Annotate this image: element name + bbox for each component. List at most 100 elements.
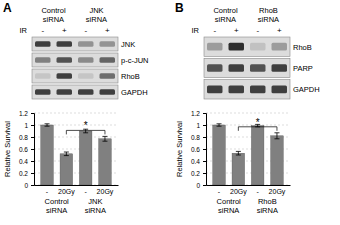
y-tick-label: 0 xyxy=(196,182,200,189)
blot-band xyxy=(250,64,265,72)
treatment-label: IR xyxy=(20,26,28,35)
x-tick: - xyxy=(46,185,49,195)
y-tick-label: 0.8 xyxy=(19,134,28,141)
lane-sign: + xyxy=(105,26,110,35)
panel: AControlsiRNAJNKsiRNAIR-+-+JNKp-c-JUNRho… xyxy=(3,1,149,99)
error-bar xyxy=(274,133,279,139)
y-tick: 0.4 xyxy=(191,158,206,165)
x-axis-line xyxy=(207,185,291,186)
blot-group-label-line: siRNA xyxy=(86,15,107,24)
x-tick-label: - xyxy=(84,188,87,195)
group-label: ControlsiRNA xyxy=(217,197,242,215)
grid-line xyxy=(34,113,118,114)
y-tick-mark xyxy=(203,125,206,126)
error-bar-cap xyxy=(102,136,107,137)
x-tick: 20Gy xyxy=(97,185,114,196)
y-tick-label: 0 xyxy=(24,182,28,189)
blot-band xyxy=(35,73,50,79)
y-tick-mark xyxy=(203,173,206,174)
group-label-line: siRNA xyxy=(218,206,239,215)
y-tick-label: 0.2 xyxy=(19,170,28,177)
group-label: ControlsiRNA xyxy=(45,197,70,215)
error-bar xyxy=(102,136,107,141)
lane-sign: + xyxy=(277,26,282,35)
blot-band xyxy=(57,41,72,47)
y-tick-mark xyxy=(31,113,34,114)
plot-area xyxy=(213,124,283,185)
y-tick: 0.8 xyxy=(19,134,34,141)
group-label-line: siRNA xyxy=(85,206,106,215)
y-tick-mark xyxy=(203,149,206,150)
group-label: RhoBsiRNA xyxy=(257,197,278,215)
x-tick: 20Gy xyxy=(230,185,247,196)
group-label-line: siRNA xyxy=(257,206,278,215)
blot-band xyxy=(229,85,244,93)
panel-label: B xyxy=(175,1,184,15)
y-tick-mark xyxy=(31,137,34,138)
y-tick-label: 0.6 xyxy=(19,146,28,153)
blot-band xyxy=(207,85,222,93)
x-tick: - xyxy=(218,185,221,195)
x-axis: - 20Gy - 20Gy xyxy=(35,185,119,196)
blot-group-label: RhoBsiRNA xyxy=(258,6,279,24)
blot-group-label: ControlsiRNA xyxy=(41,6,66,24)
y-tick: 1 xyxy=(196,122,206,129)
y-tick-label: 1 xyxy=(24,122,28,129)
blot-strip xyxy=(204,37,290,56)
y-axis-title: Relative Survival xyxy=(175,121,184,177)
blot-band xyxy=(57,73,72,79)
blot-band xyxy=(100,57,115,63)
chart: 00.20.40.60.811.2-20Gy-20GyControlsiRNAJ… xyxy=(3,110,119,215)
x-tick-label: 20Gy xyxy=(97,188,114,196)
blot-row-label: PARP xyxy=(293,64,313,73)
figure: AControlsiRNAJNKsiRNAIR-+-+JNKp-c-JUNRho… xyxy=(0,0,340,225)
blot-band xyxy=(250,43,265,51)
bar xyxy=(251,126,264,185)
blot-group-label-line: siRNA xyxy=(215,15,236,24)
annotation: * xyxy=(84,120,88,131)
error-bar-cap xyxy=(217,126,222,127)
y-axis-line xyxy=(31,114,35,186)
blot-band xyxy=(207,43,222,51)
blot-band xyxy=(78,89,93,95)
y-tick-mark xyxy=(31,185,34,186)
y-tick-mark xyxy=(203,185,206,186)
group-label-line: siRNA xyxy=(46,206,67,215)
blot-row-label: p-c-JUN xyxy=(121,56,149,65)
lane-sign: - xyxy=(256,26,259,35)
x-axis-line xyxy=(35,185,119,186)
y-tick-mark xyxy=(203,161,206,162)
treatment-label: IR xyxy=(192,26,200,35)
blot-row-label: GAPDH xyxy=(121,88,148,97)
group-label-line: JNK xyxy=(88,197,102,206)
error-bar-cap xyxy=(64,155,69,156)
y-tick: 0.6 xyxy=(19,146,34,153)
blot-band xyxy=(229,64,244,72)
error-bar xyxy=(45,124,50,126)
x-tick: - xyxy=(84,185,87,195)
blot-band xyxy=(57,57,72,63)
x-tick-label: 20Gy xyxy=(58,188,75,196)
x-tick-label: - xyxy=(46,188,49,195)
blot-strip xyxy=(32,85,118,99)
y-tick-label: 0.6 xyxy=(191,146,200,153)
y-tick: 0.2 xyxy=(19,170,34,177)
x-tick: 20Gy xyxy=(269,185,286,196)
y-tick: 0.8 xyxy=(191,134,206,141)
bar xyxy=(60,154,73,185)
x-axis: -20Gy-20Gy xyxy=(207,185,291,196)
y-tick-mark xyxy=(31,149,34,150)
bar xyxy=(232,153,245,185)
error-bar xyxy=(236,151,241,155)
y-tick-mark xyxy=(203,113,206,114)
group-label: JNKsiRNA xyxy=(85,197,106,215)
y-tick: 1.2 xyxy=(191,110,206,117)
panel: BControlsiRNARhoBsiRNAIR-+-+RhoBPARPGAPD… xyxy=(175,1,320,99)
lane-sign: - xyxy=(41,26,44,35)
y-axis-line xyxy=(203,114,207,186)
bar xyxy=(41,125,54,185)
x-tick: 20Gy xyxy=(58,185,75,196)
y-tick: 0 xyxy=(196,182,206,189)
x-tick-label: - xyxy=(218,188,221,195)
error-bar-stem xyxy=(104,136,105,141)
